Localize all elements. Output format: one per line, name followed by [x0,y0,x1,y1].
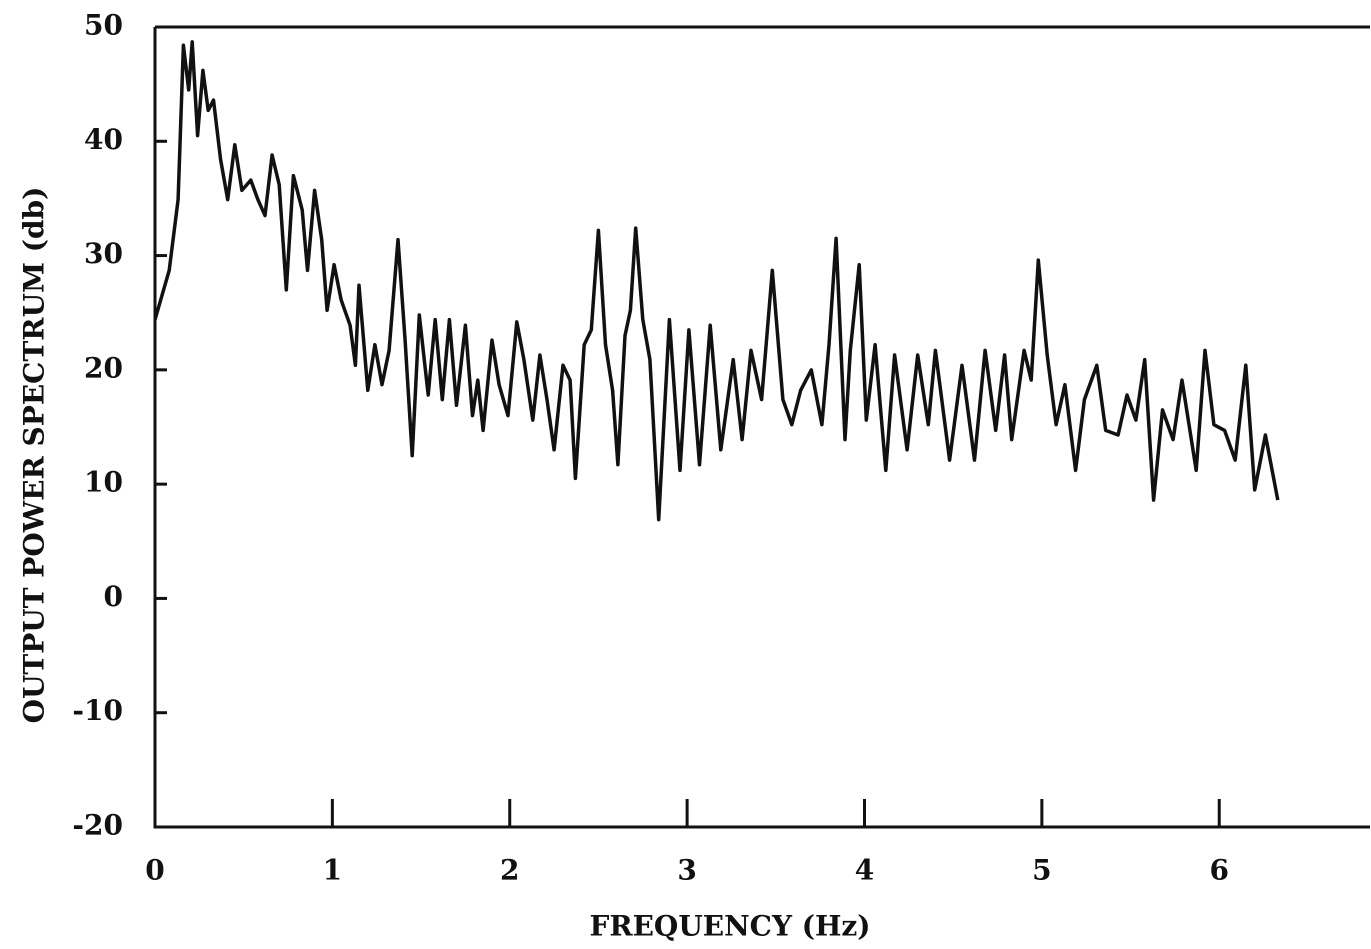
x-tick-label: 1 [323,854,342,887]
x-tick-label: 5 [1032,854,1051,887]
y-tick-label: 0 [104,580,123,613]
x-tick-label: 3 [677,854,696,887]
y-tick-label: -10 [72,694,123,727]
y-tick-label: 10 [84,466,123,499]
x-tick-label: 2 [500,854,519,887]
y-axis-label: OUTPUT POWER SPECTRUM (db) [18,187,51,724]
y-tick-label: 40 [84,123,123,156]
x-tick-label: 4 [855,854,874,887]
x-tick-label: 0 [145,854,164,887]
data-line [153,40,1280,522]
y-tick-label: -20 [72,809,123,842]
y-tick-label: 50 [84,9,123,42]
x-tick-label: 6 [1209,854,1228,887]
y-tick-label: 20 [84,351,123,384]
y-tick-label: 30 [84,237,123,270]
x-axis-label: FREQUENCY (Hz) [589,910,870,943]
